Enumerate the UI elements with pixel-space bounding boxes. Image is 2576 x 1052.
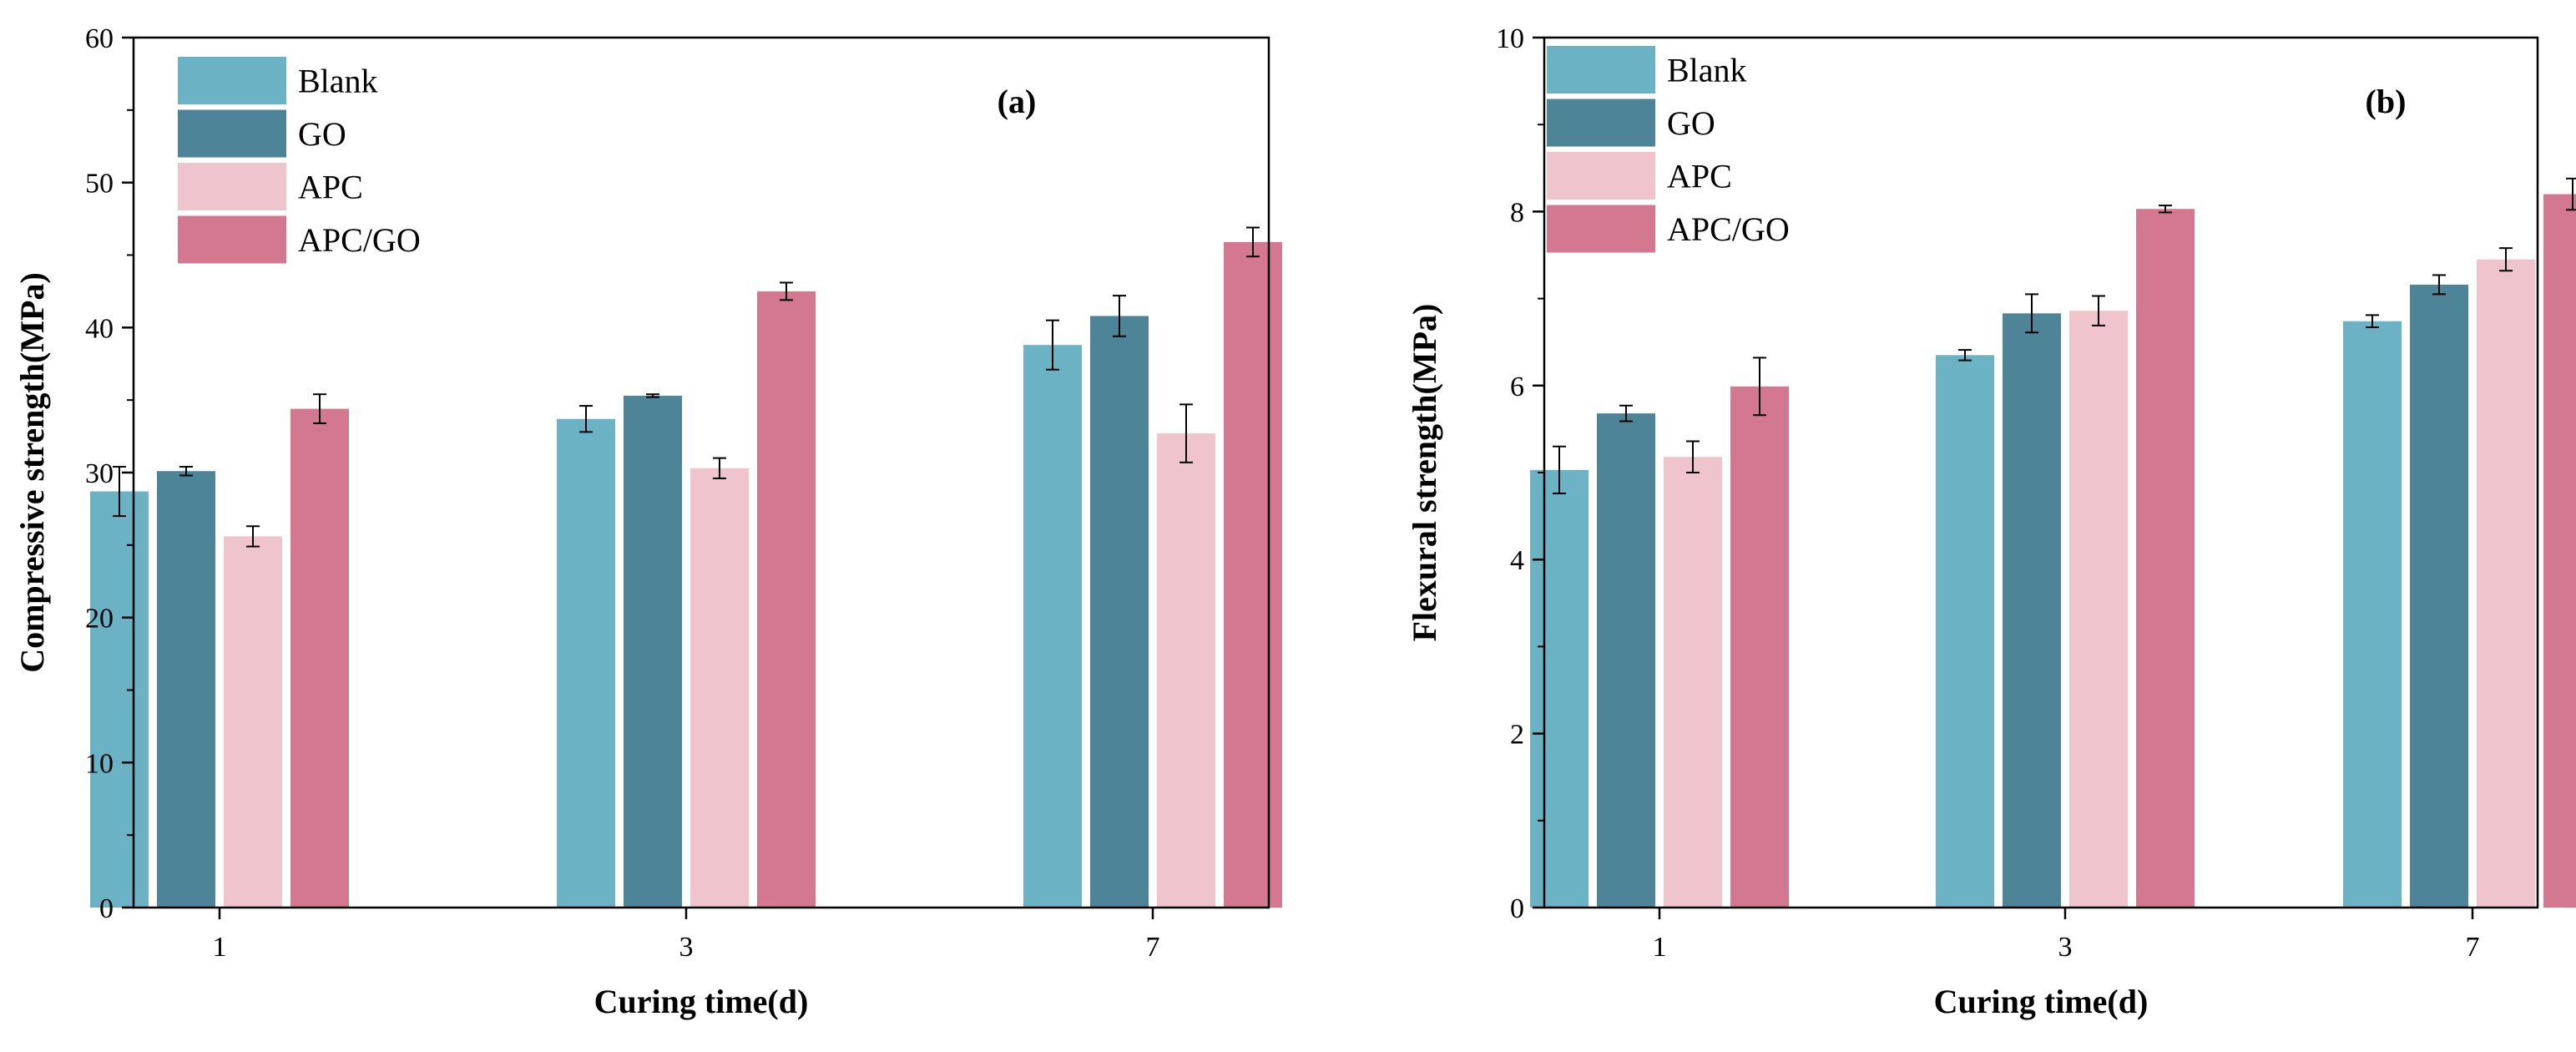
y-tick-label: 10 — [1496, 23, 1524, 54]
y-tick-label: 6 — [1510, 372, 1524, 402]
bar-go-day-7 — [1090, 316, 1149, 908]
legend: Blank GO APC APC/GO — [178, 57, 421, 264]
bar-apc-go-day-7 — [1224, 241, 1282, 908]
bar-apc-go-day-7 — [2543, 194, 2576, 908]
x-tick-label: 3 — [679, 932, 694, 963]
panel-label: (b) — [2366, 83, 2407, 120]
bar-apc-go-day-3 — [757, 291, 816, 908]
legend-swatch-apc — [1547, 152, 1655, 200]
legend: Blank GO APC APC/GO — [1547, 46, 1790, 253]
legend-swatch-blank — [178, 57, 286, 104]
y-tick-label: 8 — [1510, 197, 1524, 228]
bar-go-day-3 — [2003, 313, 2061, 908]
bar-apc-go-day-1 — [290, 408, 349, 908]
bar-apc-day-3 — [690, 468, 749, 908]
x-tick-label: 1 — [1653, 932, 1667, 963]
legend-label-apc: APC — [1667, 158, 1732, 195]
legend-swatch-apc-go — [178, 215, 286, 264]
chart-panel-b: 0 2 4 6 8 10 1 3 7 Curing time(d) Flexural strengt… — [1406, 23, 2576, 1020]
y-tick-label: 60 — [85, 23, 114, 54]
y-tick-label: 0 — [99, 893, 114, 924]
legend-label-go: GO — [1667, 104, 1715, 142]
bar-apc-day-1 — [1664, 457, 1722, 908]
bar-apc-day-7 — [1157, 433, 1215, 908]
x-tick-label: 7 — [2466, 932, 2480, 963]
legend-label-blank: Blank — [1667, 52, 1747, 89]
bar-apc-day-1 — [224, 536, 282, 908]
bar-apc-day-3 — [2069, 311, 2128, 908]
y-tick-label: 10 — [85, 748, 114, 779]
bar-go-day-1 — [1597, 413, 1655, 908]
legend-swatch-apc-go — [1547, 205, 1655, 253]
x-axis-title: Curing time(d) — [1934, 983, 2149, 1020]
y-axis-title: Compressive strength(MPa) — [13, 272, 51, 673]
legend-swatch-apc — [178, 163, 286, 210]
legend-label-blank: Blank — [298, 63, 378, 100]
bar-blank-day-7 — [1023, 345, 1082, 908]
y-tick-label: 4 — [1510, 545, 1524, 576]
bar-blank-day-3 — [557, 418, 615, 908]
legend-swatch-blank — [1547, 46, 1655, 94]
legend-label-apc-go: APC/GO — [1667, 210, 1790, 248]
bar-blank-day-3 — [1936, 355, 1994, 908]
bar-blank-day-1 — [1530, 469, 1589, 908]
y-tick-label: 2 — [1510, 720, 1524, 751]
y-tick-label: 20 — [85, 604, 114, 635]
bar-apc-day-7 — [2477, 259, 2535, 908]
legend-swatch-go — [178, 109, 286, 158]
bar-blank-day-7 — [2343, 321, 2402, 908]
bar-apc-go-day-3 — [2136, 209, 2195, 908]
y-tick-label: 0 — [1510, 893, 1524, 924]
y-tick-label: 40 — [85, 313, 114, 344]
y-tick-label: 50 — [85, 169, 114, 200]
y-tick-label: 30 — [85, 458, 114, 489]
y-axis-title: Flexural strength(MPa) — [1406, 304, 1443, 642]
bar-go-day-1 — [157, 471, 215, 908]
legend-label-apc: APC — [298, 169, 363, 206]
legend-label-go: GO — [298, 115, 346, 153]
x-tick-label: 3 — [2058, 932, 2073, 963]
bar-go-day-7 — [2410, 284, 2468, 908]
panel-label: (a) — [998, 83, 1037, 120]
bar-blank-day-1 — [90, 491, 149, 908]
legend-swatch-go — [1547, 99, 1655, 147]
legend-label-apc-go: APC/GO — [298, 221, 421, 259]
chart-panel-a: 0 10 20 30 40 50 60 1 3 7 Curing time(d) Compressiv… — [13, 23, 1282, 1020]
bar-go-day-3 — [624, 395, 682, 908]
x-tick-label: 1 — [213, 932, 227, 963]
x-tick-label: 7 — [1146, 932, 1160, 963]
x-axis-title: Curing time(d) — [594, 983, 809, 1020]
bar-apc-go-day-1 — [1730, 386, 1789, 908]
